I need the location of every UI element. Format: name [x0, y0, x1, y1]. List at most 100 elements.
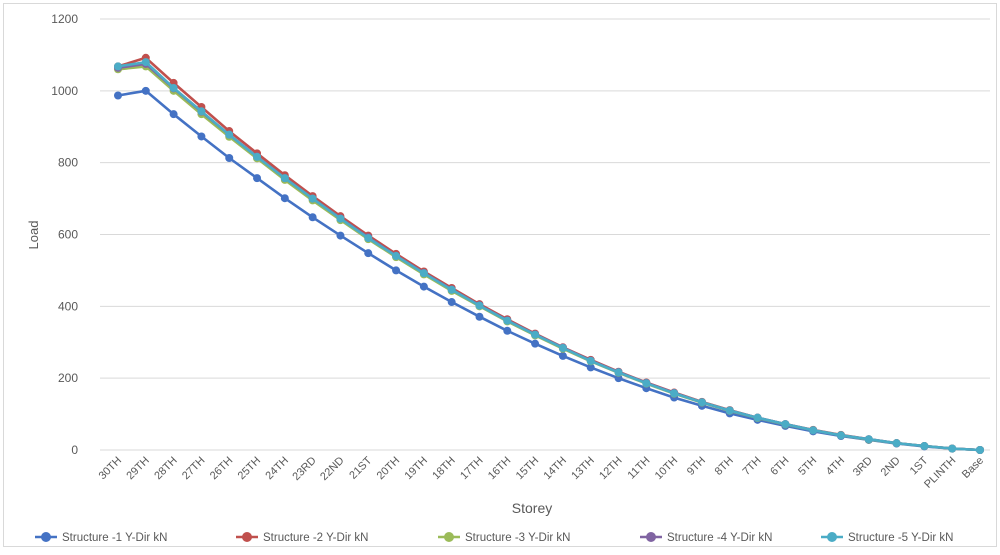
legend-item: Structure -4 Y-Dir kN — [640, 532, 772, 544]
x-tick-label: 25TH — [236, 455, 264, 483]
data-point — [225, 130, 234, 139]
x-tick-label: 6TH — [768, 455, 791, 478]
legend-item: Structure -2 Y-Dir kN — [236, 532, 368, 544]
x-tick-label: 24TH — [263, 455, 291, 483]
data-point — [753, 413, 762, 422]
x-tick-label: 12TH — [597, 455, 625, 483]
data-point — [920, 442, 929, 451]
data-point — [948, 444, 957, 453]
data-point — [364, 234, 373, 243]
legend-marker — [41, 532, 51, 542]
x-tick-label: 3RD — [851, 455, 875, 479]
series-5 — [114, 58, 984, 454]
data-point — [308, 213, 317, 222]
data-point — [558, 343, 567, 352]
data-point — [503, 326, 512, 335]
data-point — [670, 389, 679, 398]
series-line — [117, 65, 981, 452]
data-point — [169, 83, 178, 92]
legend-label: Structure -5 Y-Dir kN — [848, 532, 953, 544]
y-tick-label: 200 — [58, 371, 78, 385]
y-tick-label: 1200 — [51, 12, 78, 26]
data-point — [642, 379, 651, 388]
legend-marker — [444, 532, 454, 542]
x-tick-label: 7TH — [740, 455, 763, 478]
data-point — [364, 249, 373, 258]
y-axis-title: Load — [26, 221, 41, 250]
y-tick-label: 400 — [58, 299, 78, 313]
chart-frame — [3, 3, 997, 547]
legend-label: Structure -4 Y-Dir kN — [667, 532, 772, 544]
data-point — [475, 312, 484, 321]
data-point — [531, 330, 540, 339]
gridlines — [100, 18, 990, 451]
data-point — [447, 298, 456, 307]
x-tick-label: Base — [960, 455, 986, 481]
data-point — [392, 266, 401, 275]
x-tick-label: 27TH — [180, 455, 208, 483]
data-point — [197, 132, 206, 141]
data-point — [225, 153, 234, 162]
x-tick-label: 15TH — [514, 455, 542, 483]
data-point — [836, 431, 845, 440]
legend-label: Structure -1 Y-Dir kN — [62, 532, 167, 544]
x-tick-label: 29TH — [124, 455, 152, 483]
series-line — [117, 60, 981, 452]
x-tick-label: PLINTH — [922, 455, 958, 491]
series-3 — [114, 62, 984, 454]
x-tick-label: 10TH — [653, 455, 681, 483]
data-point — [781, 420, 790, 429]
data-point — [280, 194, 289, 203]
data-point — [114, 91, 122, 100]
data-point — [558, 351, 567, 360]
x-tick-label: 1ST — [908, 454, 931, 477]
data-point — [864, 435, 873, 444]
data-point — [976, 446, 984, 454]
x-tick-label: 2ND — [879, 455, 903, 479]
series-2 — [114, 53, 984, 454]
x-tick-label: 26TH — [208, 455, 236, 483]
data-point — [253, 152, 262, 161]
data-point — [392, 252, 401, 261]
x-tick-label: 8TH — [713, 455, 736, 478]
data-point — [531, 339, 540, 348]
legend-marker — [646, 532, 656, 542]
data-point — [586, 363, 595, 372]
data-point — [336, 231, 345, 240]
x-tick-label: 18TH — [430, 455, 458, 483]
x-axis-title: Storey — [512, 500, 552, 516]
data-point — [809, 426, 818, 435]
x-tick-label: 17TH — [458, 455, 486, 483]
y-tick-label: 800 — [58, 156, 78, 170]
data-point — [892, 439, 901, 448]
legend-item: Structure -3 Y-Dir kN — [438, 532, 570, 544]
x-tick-label: 28TH — [152, 455, 180, 483]
y-tick-label: 1000 — [51, 84, 78, 98]
data-point — [308, 194, 317, 203]
legend-marker — [242, 532, 252, 542]
data-point — [503, 316, 512, 325]
data-point — [280, 174, 289, 183]
data-point — [475, 301, 484, 310]
x-tick-label: 14TH — [542, 455, 570, 483]
x-axis-tick-labels: 30TH 29TH 28TH 27TH 26TH 25TH 24TH 23RD 22ND 21ST… — [97, 454, 987, 490]
data-point — [141, 86, 150, 95]
data-point — [253, 174, 262, 183]
y-axis-tick-labels: 0 200 400 600 800 1000 1200 — [51, 12, 78, 457]
x-tick-label: 16TH — [486, 455, 514, 483]
legend-label: Structure -2 Y-Dir kN — [263, 532, 368, 544]
data-point — [586, 356, 595, 365]
data-point — [169, 110, 178, 119]
y-tick-label: 600 — [58, 228, 78, 242]
x-tick-label: 23RD — [290, 455, 318, 483]
data-point — [725, 406, 734, 415]
x-tick-label: 19TH — [402, 455, 430, 483]
series-4 — [114, 59, 984, 454]
x-tick-label: 5TH — [796, 455, 819, 478]
x-tick-label: 30TH — [97, 455, 125, 483]
x-tick-label: 11TH — [626, 455, 653, 482]
series-line — [117, 56, 981, 452]
x-tick-label: 20TH — [375, 455, 403, 483]
